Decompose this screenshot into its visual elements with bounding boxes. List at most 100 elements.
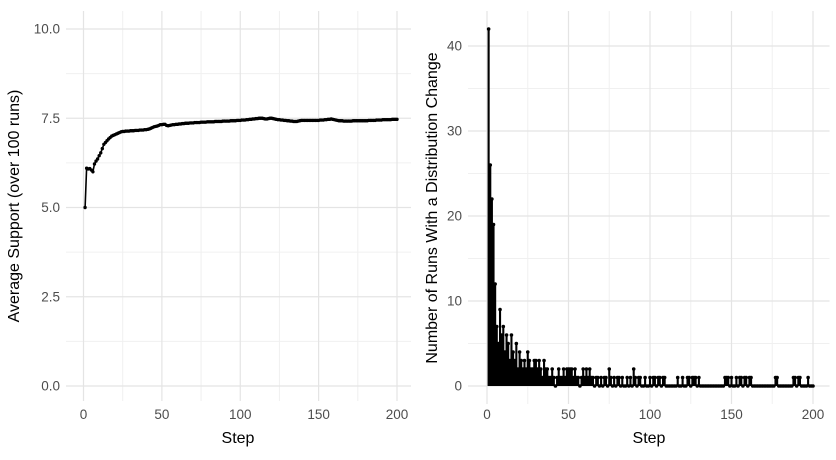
data-point — [486, 27, 491, 31]
data-point — [395, 117, 399, 122]
data-point — [83, 205, 87, 210]
right-x-axis-title: Step — [632, 430, 666, 447]
data-point — [95, 157, 100, 161]
data-point — [625, 375, 629, 380]
data-point — [494, 324, 499, 329]
data-point — [504, 333, 509, 337]
data-point — [493, 282, 497, 286]
x-tick-label: 0 — [80, 407, 88, 422]
left-x-axis-title: Step — [221, 430, 255, 447]
data-point — [620, 375, 625, 380]
left-chart-svg: 0 50 100 150 200 0.0 2.5 5.0 7.5 10.0 — [34, 11, 411, 422]
data-point — [545, 367, 550, 371]
x-tick-label: 0 — [483, 407, 491, 422]
data-point — [527, 358, 532, 363]
data-point — [91, 170, 95, 174]
data-point — [662, 375, 667, 380]
y-tick-label: 0 — [454, 379, 462, 394]
data-point — [675, 375, 680, 380]
data-point — [97, 154, 101, 158]
left-y-axis-title: Average Support (over 100 runs) — [6, 89, 23, 323]
data-point — [628, 375, 633, 380]
data-point — [491, 222, 496, 227]
data-point — [538, 367, 543, 371]
data-point — [100, 146, 105, 151]
x-tick-label: 100 — [229, 407, 252, 422]
data-point — [490, 197, 494, 201]
data-point — [517, 350, 522, 354]
data-point — [525, 350, 530, 354]
data-point — [612, 375, 616, 380]
data-point — [506, 341, 510, 346]
data-point — [587, 367, 592, 371]
data-point — [511, 350, 515, 354]
data-point — [680, 375, 685, 380]
data-point — [798, 375, 802, 380]
data-point — [633, 375, 638, 380]
x-tick-label: 50 — [561, 407, 576, 422]
data-point — [811, 384, 815, 388]
data-point — [607, 367, 612, 371]
data-point — [806, 375, 810, 380]
data-point — [591, 375, 595, 380]
data-point — [638, 375, 643, 380]
y-tick-label: 0.0 — [41, 379, 60, 394]
data-point — [542, 358, 546, 363]
data-point — [697, 375, 701, 380]
y-tick-label: 10.0 — [34, 22, 60, 37]
data-point — [734, 375, 739, 380]
x-tick-label: 200 — [802, 407, 825, 422]
data-point — [617, 375, 621, 380]
data-point — [522, 358, 527, 363]
data-point — [657, 375, 662, 380]
data-point — [576, 375, 581, 380]
data-point — [749, 375, 753, 380]
y-tick-label: 2.5 — [41, 289, 60, 304]
data-point — [509, 333, 514, 337]
y-tick-label: 7.5 — [41, 111, 60, 126]
y-tick-label: 5.0 — [41, 200, 60, 215]
x-tick-label: 150 — [720, 407, 743, 422]
data-point — [92, 162, 97, 166]
data-point — [561, 367, 566, 371]
x-tick-label: 150 — [307, 407, 330, 422]
data-point — [739, 375, 744, 380]
data-point — [519, 358, 524, 363]
data-point — [552, 375, 556, 380]
data-point — [599, 375, 603, 380]
data-point — [693, 375, 698, 380]
data-point — [596, 375, 600, 380]
data-point — [556, 367, 561, 371]
data-point — [550, 367, 554, 371]
data-point — [729, 375, 734, 380]
data-point — [744, 375, 748, 380]
data-point — [775, 375, 779, 380]
x-tick-label: 50 — [154, 407, 169, 422]
x-tick-label: 100 — [639, 407, 662, 422]
y-tick-label: 10 — [447, 294, 462, 309]
data-point — [631, 367, 636, 371]
x-tick-label: 200 — [386, 407, 409, 422]
data-point — [581, 367, 585, 371]
y-tick-label: 20 — [447, 209, 462, 224]
right-chart-svg: 0 50 100 150 200 0 10 20 30 40 — [447, 11, 830, 422]
y-tick-label: 40 — [447, 39, 462, 54]
y-tick-label: 30 — [447, 124, 462, 139]
data-point — [643, 375, 647, 380]
data-point — [609, 375, 613, 380]
data-point — [604, 375, 608, 380]
data-point — [569, 367, 574, 371]
data-point — [498, 307, 502, 312]
data-point — [726, 375, 731, 380]
data-point — [501, 324, 506, 329]
data-point — [793, 375, 797, 380]
data-point — [537, 358, 541, 363]
right-y-axis-title: Number of Runs With a Distribution Chang… — [424, 52, 441, 364]
data-point — [488, 163, 493, 167]
data-point — [648, 375, 652, 380]
data-point — [534, 358, 538, 363]
data-point — [653, 375, 657, 380]
data-point — [573, 367, 577, 371]
data-point — [99, 151, 103, 155]
